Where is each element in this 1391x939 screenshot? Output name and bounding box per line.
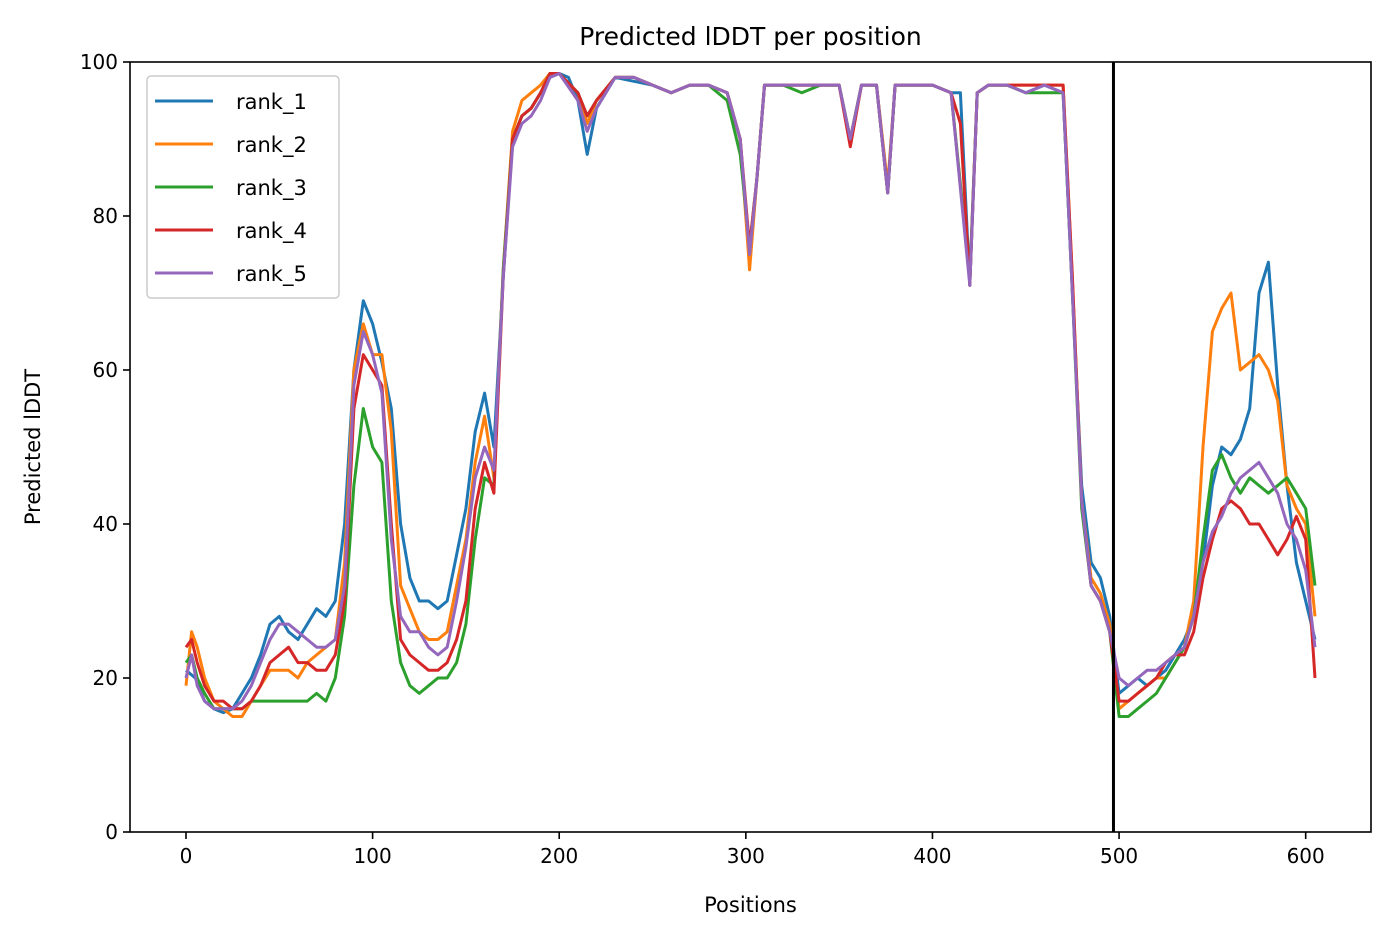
y-tick-label: 20 (93, 666, 118, 690)
legend: rank_1 rank_2 rank_3 rank_4 rank_5 (146, 75, 340, 299)
y-tick-label: 60 (93, 358, 118, 382)
legend-label-rank_4: rank_4 (236, 219, 307, 244)
x-tick-label: 100 (354, 844, 392, 868)
x-axis-label: Positions (704, 893, 797, 917)
y-tick-label: 0 (105, 820, 118, 844)
plot-frame (129, 61, 1372, 833)
series-line-rank_4 (184, 72, 1317, 711)
y-tick-label: 100 (80, 50, 118, 74)
legend-label-rank_3: rank_3 (236, 176, 307, 201)
y-tick-label: 40 (93, 512, 118, 536)
x-tick-label: 0 (180, 844, 193, 868)
x-tick-label: 500 (1100, 844, 1138, 868)
x-axis: 0 100 200 300 400 500 600 (180, 832, 1325, 868)
y-tick-label: 80 (93, 204, 118, 228)
x-tick-label: 300 (727, 844, 765, 868)
y-axis-label: Predicted lDDT (21, 369, 45, 525)
y-axis: 0 20 40 60 80 100 (80, 50, 130, 844)
x-tick-label: 400 (913, 844, 951, 868)
chart-title: Predicted lDDT per position (579, 22, 921, 51)
legend-box (146, 75, 340, 299)
plot-area (129, 61, 1372, 833)
series-line-rank_3 (184, 72, 1317, 718)
series-lines (184, 72, 1317, 718)
legend-label-rank_1: rank_1 (236, 90, 307, 115)
x-tick-label: 200 (540, 844, 578, 868)
legend-label-rank_2: rank_2 (236, 133, 307, 158)
legend-label-rank_5: rank_5 (236, 262, 307, 287)
x-tick-label: 600 (1287, 844, 1325, 868)
series-line-rank_5 (184, 72, 1317, 711)
